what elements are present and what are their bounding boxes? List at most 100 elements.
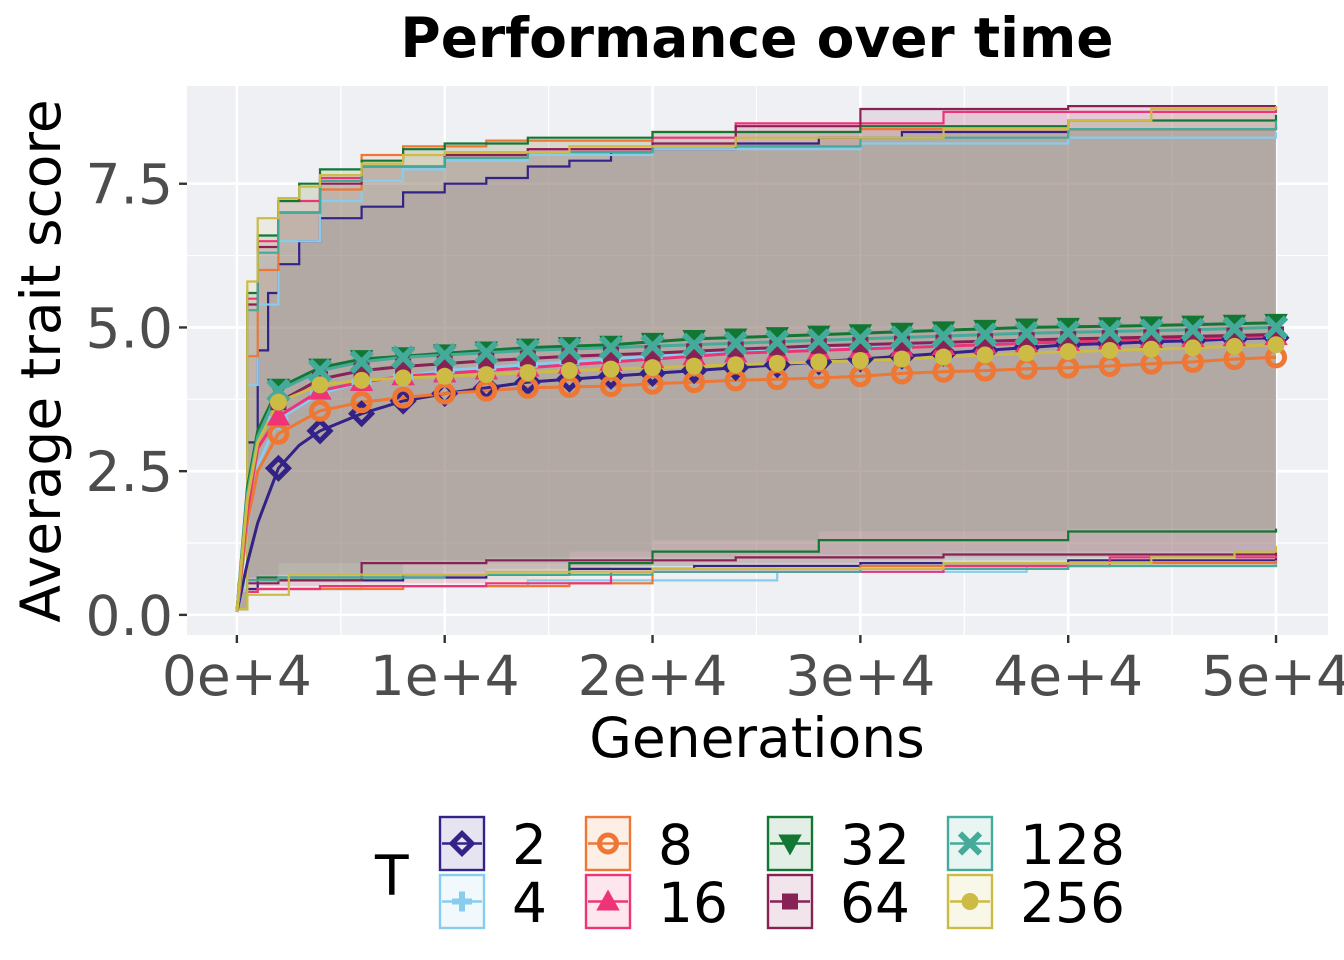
x-tick-label: 5e+4 xyxy=(1201,644,1344,708)
marker-256 xyxy=(519,364,537,382)
marker-2 xyxy=(514,368,542,396)
marker-128 xyxy=(806,328,831,353)
markers-128 xyxy=(266,315,1289,403)
marker-128 xyxy=(723,331,748,356)
marker-256 xyxy=(685,357,703,375)
marker-8 xyxy=(350,391,373,414)
marker-256 xyxy=(810,353,828,371)
marker-256 xyxy=(768,354,786,372)
marker-128 xyxy=(391,345,416,370)
band-fill-256 xyxy=(236,106,1276,610)
marker-256 xyxy=(394,369,412,387)
chart-title: Performance over time xyxy=(400,6,1113,70)
legend-item-128: 128 xyxy=(946,813,1125,877)
y-tick-label: 5.0 xyxy=(86,296,173,360)
x-tick-label: 2e+4 xyxy=(578,644,728,708)
x-tick-label: 4e+4 xyxy=(993,644,1143,708)
marker-256 xyxy=(1267,336,1285,354)
marker-256 xyxy=(436,367,454,385)
legend-label-128: 128 xyxy=(1020,813,1125,877)
band-fill-16 xyxy=(236,106,1276,610)
y-tick-label: 7.5 xyxy=(86,153,173,217)
y-tick-label: 2.5 xyxy=(86,440,173,504)
legend-marker-8 xyxy=(597,832,619,855)
marker-256 xyxy=(893,350,911,368)
legend-item-16: 16 xyxy=(584,871,728,935)
band-fill-4 xyxy=(236,132,1276,610)
marker-128 xyxy=(640,334,665,359)
marker-256 xyxy=(1018,344,1036,362)
y-axis-title: Average trait score xyxy=(9,99,73,622)
y-axis-ticks: 0.0 2.5 5.0 7.5 xyxy=(86,153,187,648)
marker-128 xyxy=(889,325,915,350)
marker-128 xyxy=(1014,321,1039,346)
legend-item-256: 256 xyxy=(946,871,1125,935)
legend-marker-32 xyxy=(778,834,802,856)
marker-16 xyxy=(266,404,291,426)
band-fill-32 xyxy=(236,114,1276,610)
legend-label-16: 16 xyxy=(658,871,728,935)
legend-item-4: 4 xyxy=(438,871,547,935)
marker-128 xyxy=(1056,320,1081,345)
marker-8 xyxy=(392,386,415,409)
marker-128 xyxy=(1222,316,1247,341)
legend-marker-4 xyxy=(452,891,472,912)
marker-8 xyxy=(309,399,332,422)
legend-marker-256 xyxy=(961,893,979,910)
marker-128 xyxy=(515,338,540,363)
marker-128 xyxy=(474,340,499,365)
marker-128 xyxy=(1263,315,1289,340)
marker-256 xyxy=(935,348,953,366)
marker-256 xyxy=(1059,343,1077,361)
lower-line-256 xyxy=(236,545,1278,611)
marker-256 xyxy=(644,359,662,377)
marker-2 xyxy=(264,454,292,482)
legend-title: T xyxy=(374,844,409,908)
marker-128 xyxy=(765,329,790,354)
marker-8 xyxy=(433,382,456,405)
band-fill-64 xyxy=(236,106,1276,610)
marker-128 xyxy=(557,336,582,362)
marker-128 xyxy=(1139,318,1164,343)
marker-256 xyxy=(851,352,869,369)
legend-label-256: 256 xyxy=(1020,871,1125,935)
marker-256 xyxy=(353,371,371,389)
marker-128 xyxy=(681,332,707,357)
x-axis-title: Generations xyxy=(589,706,924,770)
lower-line-64 xyxy=(236,551,1278,611)
legend-item-2: 2 xyxy=(438,813,547,877)
marker-256 xyxy=(477,366,495,384)
legend-marker-16 xyxy=(596,889,620,911)
markers-256 xyxy=(269,336,1285,411)
legend-marker-64 xyxy=(782,893,798,910)
marker-2 xyxy=(555,365,583,393)
x-tick-label: 1e+4 xyxy=(370,644,520,708)
upper-line-256 xyxy=(236,106,1278,611)
legend-label-4: 4 xyxy=(512,871,547,935)
x-tick-label: 3e+4 xyxy=(785,644,935,708)
marker-128 xyxy=(349,349,374,375)
marker-256 xyxy=(976,346,994,364)
y-tick-label: 0.0 xyxy=(86,584,173,648)
x-axis-ticks: 0e+4 1e+4 2e+4 3e+4 4e+4 5e+4 xyxy=(162,635,1344,708)
marker-256 xyxy=(1142,340,1160,358)
legend-item-64: 64 xyxy=(766,871,910,935)
legend-item-32: 32 xyxy=(766,813,910,877)
legend-item-8: 8 xyxy=(584,813,693,877)
x-tick-label: 0e+4 xyxy=(162,644,312,708)
legend-label-8: 8 xyxy=(658,813,693,877)
legend-label-32: 32 xyxy=(840,813,910,877)
marker-256 xyxy=(560,362,578,380)
marker-256 xyxy=(727,356,745,374)
marker-128 xyxy=(972,322,998,347)
marker-256 xyxy=(311,376,329,394)
marker-256 xyxy=(1184,339,1202,357)
marker-128 xyxy=(848,326,873,352)
marker-256 xyxy=(1225,337,1243,355)
legend-marker-2 xyxy=(448,829,476,858)
legend-label-64: 64 xyxy=(840,871,910,935)
legend-marker-128 xyxy=(957,831,983,856)
marker-256 xyxy=(269,393,287,411)
